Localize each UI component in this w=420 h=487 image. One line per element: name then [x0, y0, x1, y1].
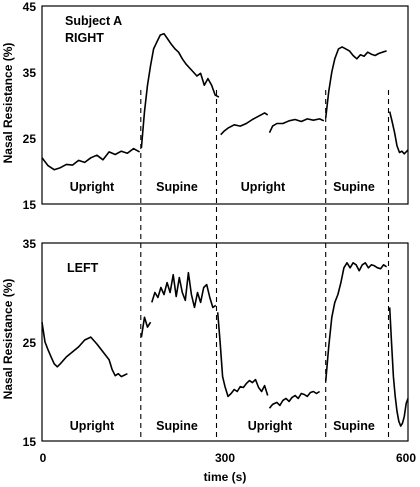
bottom-phase-label-supine-1: Supine	[156, 419, 198, 433]
bottom-trace-segment-3	[151, 271, 217, 309]
top-phase-label-upright-2: Upright	[241, 180, 286, 194]
x-axis-label: time (s)	[204, 470, 247, 484]
bottom-phase-label-upright-2: Upright	[248, 419, 293, 433]
top-trace-segment-6	[388, 111, 409, 155]
top-trace-segment-1	[41, 147, 140, 171]
top-trace-segment-5	[324, 46, 387, 119]
top-phase-label-supine-1: Supine	[156, 180, 198, 194]
top-ytick-15: 15	[23, 198, 37, 212]
top-ylabel: Nasal Resistance (%)	[1, 43, 15, 164]
bottom-trace-segment-6	[324, 262, 388, 382]
xtick-0: 0	[40, 451, 47, 465]
bottom-trace-segment-5	[268, 390, 321, 409]
top-ytick-25: 25	[23, 132, 37, 146]
top-trace-segment-3	[220, 112, 269, 136]
top-ytick-45: 45	[23, 0, 37, 14]
bottom-ytick-15: 15	[23, 435, 37, 449]
subject-label: Subject A	[65, 14, 122, 28]
bottom-trace-segment-4	[216, 312, 269, 398]
right-side-label: RIGHT	[65, 31, 104, 45]
xtick-300: 300	[215, 451, 235, 465]
xtick-600: 600	[396, 451, 416, 465]
top-series-right	[41, 32, 409, 171]
top-phase-label-supine-2: Supine	[333, 180, 375, 194]
bottom-phase-label-supine-2: Supine	[333, 419, 375, 433]
bottom-phase-label-upright-1: Upright	[70, 419, 115, 433]
bottom-ytick-35: 35	[23, 237, 37, 251]
bottom-series-left	[41, 262, 409, 427]
phase-boundaries	[140, 90, 390, 441]
left-side-label: LEFT	[67, 261, 99, 275]
bottom-ytick-25: 25	[23, 336, 37, 350]
top-panel: Nasal Resistance (%) 45 35 25 15 Subject…	[1, 0, 409, 212]
bottom-trace-segment-2	[140, 316, 152, 338]
top-phase-label-upright-1: Upright	[70, 180, 115, 194]
bottom-panel: Nasal Resistance (%) 35 25 15 0 300 600 …	[1, 237, 416, 484]
bottom-ylabel: Nasal Resistance (%)	[1, 279, 15, 400]
bottom-trace-segment-1	[41, 322, 128, 378]
top-plot-frame	[41, 5, 409, 205]
top-ytick-35: 35	[23, 66, 37, 80]
top-trace-segment-4	[268, 118, 325, 134]
bottom-plot-frame	[41, 242, 409, 442]
top-trace-segment-2	[140, 32, 220, 148]
bottom-trace-segment-7	[388, 307, 409, 427]
